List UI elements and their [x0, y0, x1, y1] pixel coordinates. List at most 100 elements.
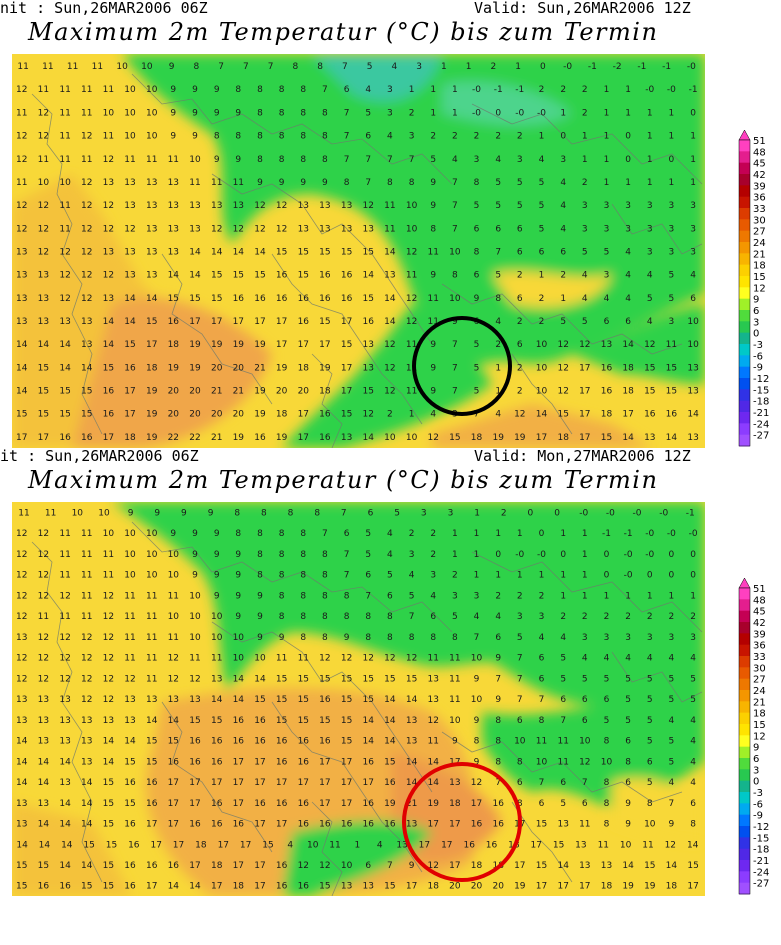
forecast-panel-top: nit : Sun,26MAR2006 06Z Valid: Sun,26MAR…	[0, 0, 781, 448]
grid-value: 1	[669, 178, 675, 188]
grid-value: 16	[492, 820, 504, 830]
grid-value: 13	[427, 674, 438, 684]
grid-value: 15	[189, 716, 200, 726]
grid-value: 11	[146, 674, 157, 684]
grid-value: 3	[387, 85, 393, 95]
grid-value: -0	[645, 550, 654, 560]
grid-value: 12	[276, 201, 287, 211]
grid-value: 14	[39, 840, 51, 850]
grid-value: 10	[146, 132, 158, 142]
grid-value: 2	[517, 317, 523, 327]
grid-value: 14	[384, 248, 396, 258]
legend-swatch	[739, 860, 750, 872]
legend-swatch	[739, 633, 750, 646]
grid-value: 9	[430, 201, 436, 211]
grid-value: 16	[146, 861, 158, 871]
grid-value: 14	[233, 248, 245, 258]
grid-value: 16	[471, 820, 483, 830]
grid-value: 13	[233, 201, 244, 211]
grid-value: 17	[233, 861, 244, 871]
grid-value: -1	[662, 62, 671, 72]
grid-value: 5	[560, 317, 566, 327]
grid-value: 19	[254, 387, 266, 397]
grid-value: 18	[622, 363, 634, 373]
grid-value: 13	[362, 340, 373, 350]
grid-value: 17	[211, 882, 222, 892]
grid-value: 15	[298, 271, 309, 281]
grid-value: 12	[81, 248, 92, 258]
grid-value: 6	[560, 695, 566, 705]
grid-value: 15	[362, 674, 373, 684]
grid-value: 17	[146, 340, 157, 350]
grid-value: 15	[124, 757, 135, 767]
grid-value: 16	[124, 363, 136, 373]
grid-value: 17	[449, 757, 460, 767]
grid-value: 12	[38, 550, 49, 560]
grid-value: 15	[59, 410, 70, 420]
grid-value: 2	[495, 591, 501, 601]
legend-swatch	[739, 848, 750, 861]
grid-value: 8	[279, 571, 285, 581]
grid-value: 6	[582, 799, 588, 809]
grid-value: 14	[124, 317, 136, 327]
grid-value: 5	[365, 529, 371, 539]
grid-value: 16	[254, 799, 266, 809]
grid-value: 5	[647, 778, 653, 788]
legend-label: 21	[753, 697, 766, 708]
grid-value: 2	[539, 294, 545, 304]
grid-value: 10	[168, 571, 180, 581]
grid-value: 3	[647, 633, 653, 643]
grid-value: 3	[625, 201, 631, 211]
grid-value: 12	[38, 224, 49, 234]
grid-value: 12	[16, 85, 27, 95]
grid-value: 4	[392, 62, 398, 72]
grid-value: 17	[449, 861, 460, 871]
grid-value: 17	[211, 317, 222, 327]
grid-value: 7	[452, 363, 458, 373]
grid-value: 15	[644, 387, 655, 397]
grid-value: 13	[406, 820, 417, 830]
grid-value: 13	[298, 201, 309, 211]
grid-value: 13	[406, 737, 417, 747]
legend-label: 45	[753, 607, 766, 618]
grid-value: -1	[515, 85, 524, 95]
grid-value: 9	[474, 294, 480, 304]
grid-value: 15	[233, 271, 244, 281]
legend-swatch	[739, 735, 750, 748]
grid-value: 13	[319, 201, 330, 211]
grid-value: 17	[189, 799, 200, 809]
country-borders	[31, 73, 703, 448]
grid-value: 15	[298, 674, 309, 684]
legend-label: 36	[753, 193, 766, 204]
grid-value: 2	[539, 85, 545, 95]
grid-value: 1	[409, 410, 415, 420]
grid-value: 10	[124, 85, 136, 95]
grid-value: 2	[409, 108, 415, 118]
grid-value: 11	[103, 85, 114, 95]
grid-value: 12	[16, 224, 27, 234]
grid-value: 12	[211, 224, 222, 234]
grid-value: 14	[168, 882, 180, 892]
grid-value: 14	[81, 820, 93, 830]
grid-value: 6	[517, 340, 523, 350]
grid-value: 16	[298, 820, 310, 830]
grid-value: 8	[322, 633, 328, 643]
grid-value: 3	[690, 224, 696, 234]
grid-value: 15	[557, 410, 568, 420]
grid-value: 2	[409, 529, 415, 539]
grid-value: 8	[279, 612, 285, 622]
legend-label: -15	[753, 833, 769, 844]
grid-value: 13	[124, 716, 135, 726]
grid-value: 15	[124, 340, 135, 350]
grid-value: 12	[16, 155, 27, 165]
grid-value: 0	[495, 550, 501, 560]
grid-value: 3	[647, 224, 653, 234]
grid-value: 5	[647, 716, 653, 726]
grid-value: 14	[168, 271, 180, 281]
grid-value: 16	[276, 271, 288, 281]
grid-value: 14	[406, 778, 418, 788]
grid-value: 8	[452, 271, 458, 281]
grid-value: 11	[557, 737, 568, 747]
grid-value: 8	[257, 529, 263, 539]
grid-value: 17	[233, 317, 244, 327]
